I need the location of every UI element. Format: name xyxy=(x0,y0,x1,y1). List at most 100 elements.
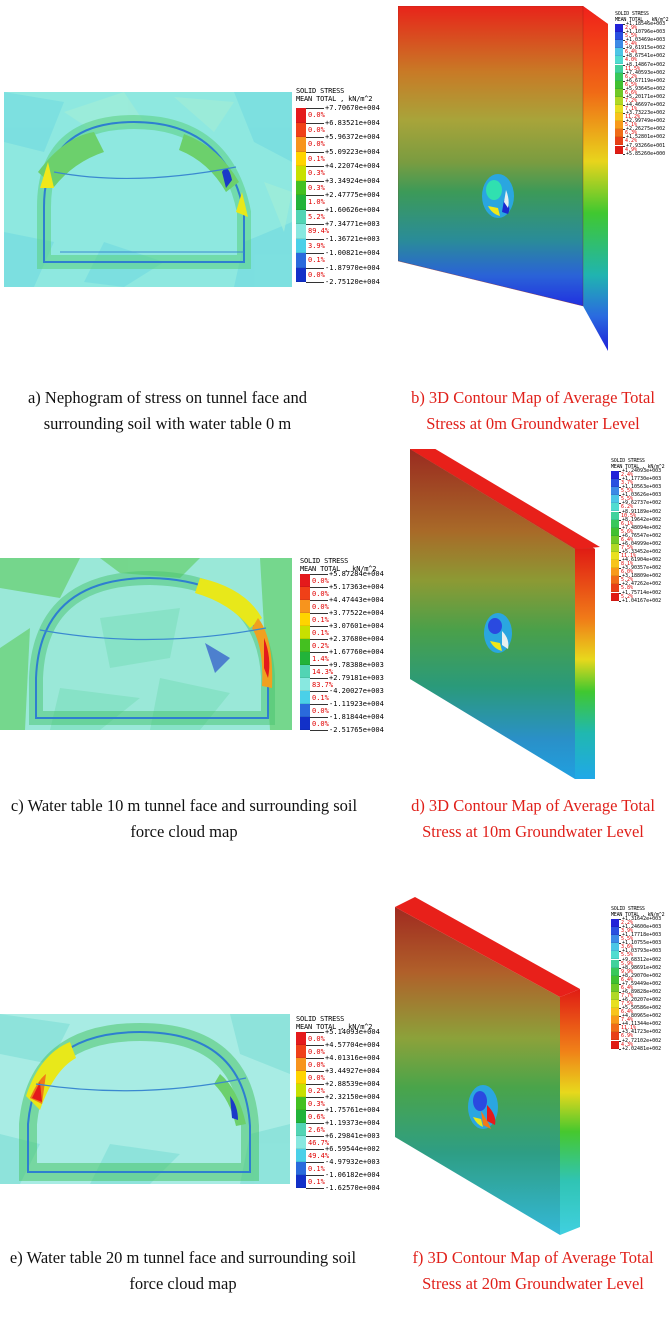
legend-color-cell xyxy=(296,1032,306,1045)
legend-percent: 5.2% xyxy=(621,577,634,584)
legend-color-cell xyxy=(615,105,623,114)
legend-percent: 6.2% xyxy=(625,73,638,80)
legend-value: +1.17730e+003 xyxy=(622,476,662,483)
caption-b-line1: b) 3D Contour Map of Average Total xyxy=(411,388,655,407)
legend-value: +3.18809e+002 xyxy=(622,573,662,580)
legend-unit: MEAN TOTAL , kN/m^2 xyxy=(611,463,665,470)
legend-percent: 0.1% xyxy=(308,256,325,265)
legend-percent: 10.5% xyxy=(621,512,637,519)
legend-tick xyxy=(306,180,324,182)
legend-color-cell xyxy=(296,1136,306,1149)
legend-color-cell xyxy=(615,121,623,130)
legend-percent: 7.4% xyxy=(621,1017,634,1024)
legend-color-cell xyxy=(611,983,619,992)
legend-tick xyxy=(310,600,328,601)
legend-value: +1.17718e+003 xyxy=(622,932,662,939)
legend-color-cell xyxy=(611,1016,619,1025)
legend-tick xyxy=(619,935,621,937)
legend-value: +8.29070e+002 xyxy=(622,972,662,979)
legend-color-cell xyxy=(611,592,619,601)
legend-percent: 2.4% xyxy=(621,472,634,479)
legend-value: +6.83521e+004 xyxy=(325,118,380,127)
legend-percent: 0.2% xyxy=(308,1086,325,1095)
caption-f-line2: Stress at 20m Groundwater Level xyxy=(422,1274,644,1293)
legend-color-cell xyxy=(615,40,623,49)
legend-value: +3.07601e+004 xyxy=(329,622,384,630)
legend-color-cell xyxy=(611,552,619,561)
legend-value: -4.97932e+003 xyxy=(325,1158,380,1166)
legend-unit: MEAN TOTAL , kN/m^2 xyxy=(296,94,373,103)
legend-value: +7.34771e+003 xyxy=(325,220,380,228)
legend-value: +6.76547e+002 xyxy=(622,532,662,539)
legend-color-cell xyxy=(296,1123,306,1136)
legend-tick xyxy=(619,592,621,594)
legend-percent: 0.1% xyxy=(308,1177,325,1186)
legend-color-cell xyxy=(611,503,619,512)
legend-value: +1.03469e+003 xyxy=(626,37,666,44)
legend-value: +4.61904e+002 xyxy=(622,557,662,564)
caption-d-line2: Stress at 10m Groundwater Level xyxy=(422,822,644,841)
caption-d-line1: d) 3D Contour Map of Average Total xyxy=(411,796,655,815)
caption-e-line1: e) Water table 20 m tunnel face and surr… xyxy=(9,1248,357,1267)
legend-percent: 4.2% xyxy=(625,138,638,145)
legend-value: +8.91189e+002 xyxy=(622,508,662,515)
legend-percent: 0.0% xyxy=(308,111,325,120)
legend-percent: 0.0% xyxy=(312,706,329,715)
legend-percent: 0.1% xyxy=(312,693,329,702)
legend-f: SOLID STRESS MEAN TOTAL , kN/m^2 2.2% 3.9% 5… xyxy=(611,906,671,1057)
legend-tick xyxy=(619,991,621,993)
legend-value: +6.29841e+003 xyxy=(325,1132,380,1140)
legend-tick xyxy=(623,105,625,106)
legend-color-cell xyxy=(615,64,623,73)
legend-percent: 5.6% xyxy=(621,528,634,535)
legend-value: +5.14093e+004 xyxy=(325,1028,380,1036)
legend-color-cell xyxy=(300,704,310,717)
legend-color-cell xyxy=(611,511,619,520)
legend-title: SOLID STRESS xyxy=(296,1015,345,1023)
legend-value: +5.85260e+000 xyxy=(626,150,666,157)
legend-value: +1.03793e+003 xyxy=(622,948,662,955)
legend-color-cell xyxy=(611,487,619,496)
legend-color-cell xyxy=(611,951,619,960)
legend-value: -4.20027e+003 xyxy=(329,687,384,695)
legend-color-cell xyxy=(296,1071,306,1084)
legend-tick xyxy=(306,151,324,153)
legend-value: +5.87284e+004 xyxy=(329,570,384,578)
legend-percent: 0.0% xyxy=(308,1047,325,1056)
legend-color-cell xyxy=(615,72,623,81)
legend-percent: 6.4% xyxy=(621,984,634,991)
caption-a: a) Nephogram of stress on tunnel face an… xyxy=(0,385,335,437)
legend-color-cell xyxy=(296,122,306,137)
legend-color-cell xyxy=(296,1162,306,1175)
legend-value: +1.24093e+003 xyxy=(622,468,662,474)
legend-percent: 11.2% xyxy=(625,114,641,121)
legend-color-cell xyxy=(611,967,619,976)
legend-percent: 5.5% xyxy=(625,33,638,40)
legend-color-cell xyxy=(611,576,619,585)
caption-b: b) 3D Contour Map of Average Total Stres… xyxy=(395,385,671,437)
legend-value: +7.40593e+002 xyxy=(626,69,666,76)
legend-percent: 8.1% xyxy=(621,561,634,568)
caption-a-line2: surrounding soil with water table 0 m xyxy=(43,414,292,433)
legend-tick xyxy=(623,56,625,58)
legend-color-cell xyxy=(300,600,310,613)
legend-color-cell xyxy=(296,166,306,181)
legend-value: +4.11344e+002 xyxy=(622,1021,662,1028)
legend-percent: 2.9% xyxy=(625,25,638,32)
legend-percent: 5.4% xyxy=(625,41,638,48)
legend-tick xyxy=(619,479,621,481)
legend-percent: 3.9% xyxy=(621,928,634,935)
legend-tick xyxy=(619,519,621,521)
legend-tick xyxy=(306,108,324,109)
legend-value: +1.75714e+002 xyxy=(622,589,662,596)
legend-tick xyxy=(619,1024,621,1026)
legend-e: SOLID STRESS MEAN TOTAL , kN/m^2 0.0% 0.0% 0… xyxy=(296,1015,392,1196)
legend-value: +7.70670e+004 xyxy=(325,104,380,112)
legend-value: +5.09223e+004 xyxy=(325,147,380,156)
legend-percent: 0.6% xyxy=(308,1112,325,1121)
legend-tick xyxy=(623,40,625,42)
legend-title: SOLID STRESS xyxy=(611,906,645,912)
legend-value: +6.59544e+002 xyxy=(325,1145,380,1153)
legend-percent: 83.7% xyxy=(312,680,334,689)
legend-value: +1.31642e+003 xyxy=(622,916,662,922)
